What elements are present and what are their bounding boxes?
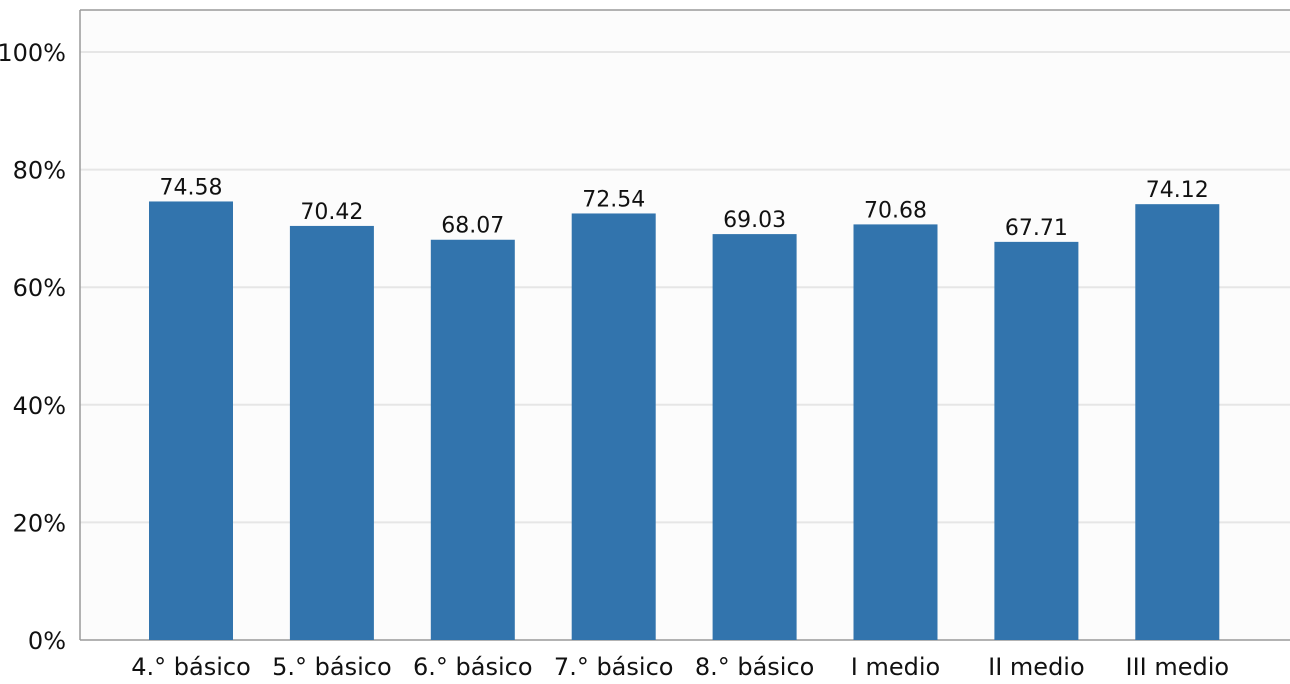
x-tick-label: 8.° básico — [695, 653, 815, 681]
y-tick-label: 0% — [28, 627, 66, 655]
bar-value-label: 70.68 — [864, 198, 927, 223]
bar — [853, 224, 938, 640]
x-tick-label: 7.° básico — [554, 653, 674, 681]
y-tick-label: 100% — [0, 39, 66, 67]
bar — [1135, 204, 1220, 641]
bar-value-label: 74.58 — [160, 175, 223, 200]
x-tick-label: III medio — [1126, 653, 1230, 681]
y-tick-label: 80% — [13, 157, 66, 185]
x-tick-label: II medio — [988, 653, 1085, 681]
bar — [571, 213, 656, 641]
bar — [149, 201, 233, 640]
bar — [430, 239, 515, 640]
plot-background — [80, 10, 1290, 640]
bar-value-label: 68.07 — [441, 214, 504, 239]
y-tick-label: 20% — [13, 509, 66, 537]
y-tick-label: 60% — [13, 274, 66, 302]
bar-value-label: 72.54 — [582, 187, 645, 212]
x-tick-labels: 4.° básico 5.° básico 6.° básico 7.° básico… — [131, 653, 1229, 681]
axes — [79, 9, 1290, 641]
data-labels: 74.58 70.42 68.07 72.54 69.03 70.68 67.71 74.12 — [160, 175, 1209, 240]
bar — [289, 225, 374, 640]
bar — [994, 241, 1079, 640]
x-tick-label: I medio — [851, 653, 940, 681]
y-tick-labels: 0% 20% 40% 60% 80% 100% — [0, 39, 66, 655]
x-tick-label: 5.° básico — [272, 653, 392, 681]
bar — [712, 234, 797, 640]
bar-value-label: 69.03 — [723, 208, 786, 233]
bar-value-label: 70.42 — [300, 200, 363, 225]
bar-value-label: 74.12 — [1146, 178, 1209, 203]
gridlines — [80, 51, 1290, 524]
x-tick-label: 4.° básico — [131, 653, 251, 681]
bar-value-label: 67.71 — [1005, 216, 1068, 241]
bars — [149, 201, 1220, 641]
y-tick-label: 40% — [13, 392, 66, 420]
x-tick-label: 6.° básico — [413, 653, 533, 681]
